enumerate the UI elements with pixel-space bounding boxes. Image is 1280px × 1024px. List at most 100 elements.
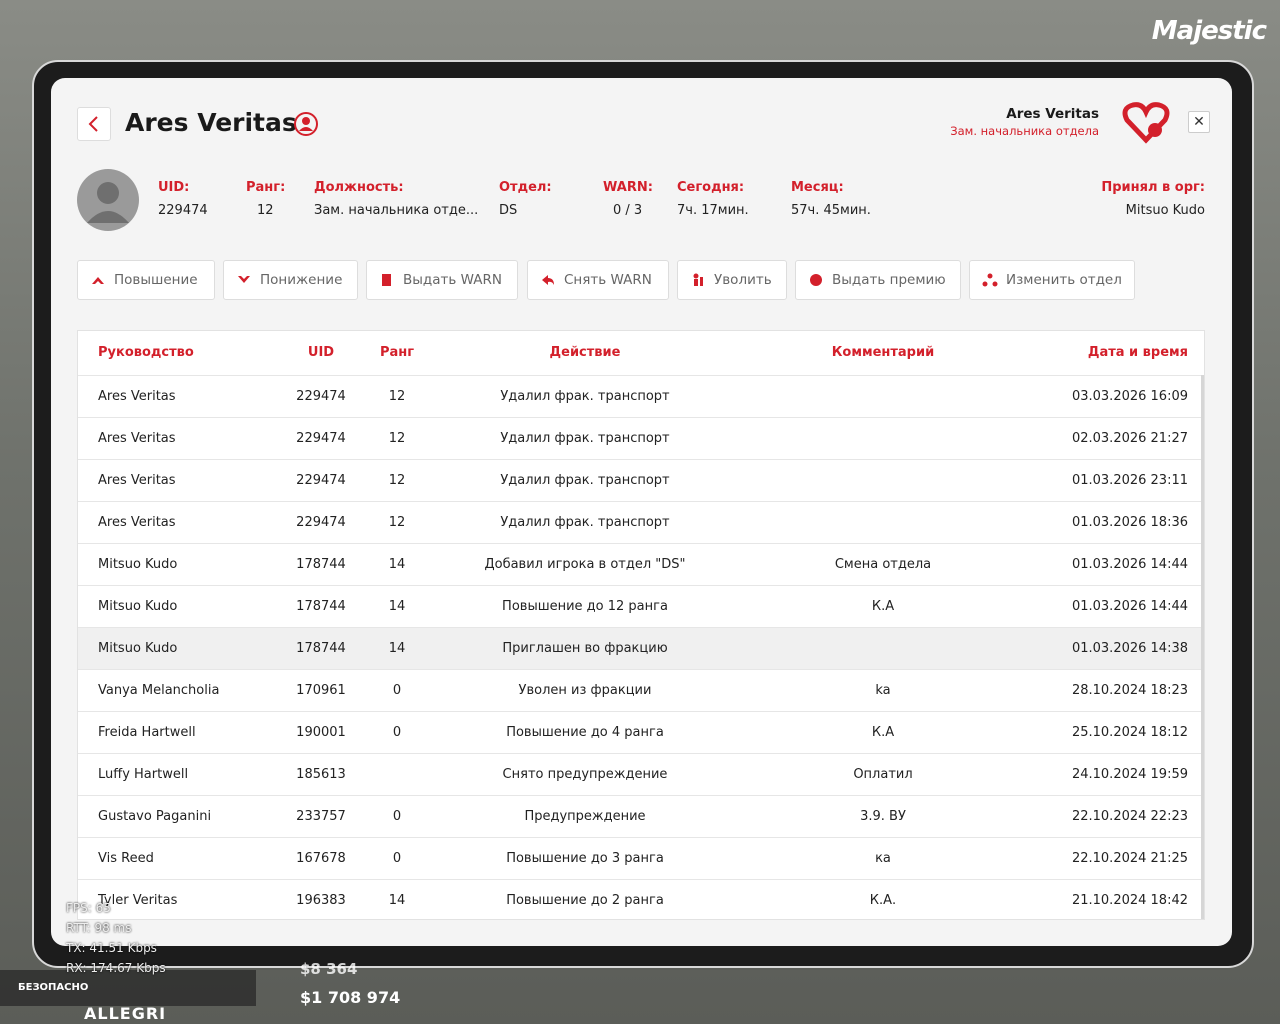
table-cell: Mitsuo Kudo: [98, 557, 178, 572]
field-value: 7ч. 17мин.: [677, 203, 749, 218]
button-icon: [810, 274, 822, 286]
user-name: Ares Veritas: [1006, 106, 1099, 122]
button-icon: [542, 275, 554, 285]
action-button[interactable]: Выдать премию: [795, 260, 961, 300]
button-icon: [382, 274, 391, 286]
field-label: Месяц:: [791, 180, 844, 195]
safe-zone: БЕЗОПАСНО: [18, 982, 89, 993]
log-table: Руководство UID Ранг Действие Комментарий Дат…: [77, 330, 1205, 920]
table-cell: Mitsuo Kudo: [98, 641, 178, 656]
column-header: Дата и время: [1087, 345, 1188, 360]
table-row[interactable]: Vanya Melancholia 170961 0 Уволен из фракци…: [78, 669, 1204, 711]
table-cell: 01.03.2026 23:11: [1071, 473, 1188, 488]
money-cash: $1 708 974: [300, 988, 401, 1007]
table-cell: 178744: [296, 599, 346, 614]
table-cell: Оплатил: [853, 767, 913, 782]
field-label: Отдел:: [499, 180, 552, 195]
table-row[interactable]: Gustavo Paganini 233757 0 Предупреждение 3.9…: [78, 795, 1204, 837]
button-label: Выдать WARN: [403, 272, 502, 288]
table-cell: ka: [875, 683, 891, 698]
column-header: Ранг: [379, 345, 415, 360]
table-cell: 24.10.2024 19:59: [1071, 767, 1188, 782]
table-cell: Ares Veritas: [98, 389, 176, 404]
table-row[interactable]: Vis Reed 167678 0 Повышение до 3 ранга ка 22.…: [78, 837, 1204, 879]
table-cell: К.А: [871, 599, 895, 614]
table-row[interactable]: Ares Veritas 229474 12 Удалил фрак. транспо…: [78, 417, 1204, 459]
table-cell: 3.9. ВУ: [860, 809, 906, 824]
table-cell: 01.03.2026 18:36: [1071, 515, 1188, 530]
field-value: DS: [499, 203, 518, 218]
table-cell: 233757: [296, 809, 346, 824]
table-cell: 229474: [296, 431, 346, 446]
table-row[interactable]: Tyler Veritas 196383 14 Повышение до 2 ранг…: [78, 879, 1204, 919]
column-header: Комментарий: [831, 345, 935, 360]
column-header: UID: [307, 345, 335, 360]
table-cell: 01.03.2026 14:44: [1071, 599, 1188, 614]
button-label: Выдать премию: [832, 272, 946, 288]
table-cell: К.А.: [869, 893, 897, 908]
table-cell: 229474: [296, 515, 346, 530]
table-row[interactable]: Freida Hartwell 190001 0 Повышение до 4 ран…: [78, 711, 1204, 753]
table-cell: Удалил фрак. транспорт: [500, 389, 670, 404]
table-cell: Freida Hartwell: [98, 725, 196, 740]
button-label: Уволить: [714, 272, 772, 288]
button-label: Изменить отдел: [1006, 272, 1122, 288]
table-cell: 14: [388, 893, 406, 908]
button-label: Снять WARN: [564, 272, 652, 288]
field-value: 0 / 3: [613, 203, 643, 218]
stat-line: TX: 41.51 Kbps: [66, 941, 157, 955]
table-cell: 0: [392, 851, 402, 866]
table-cell: Повышение до 4 ранга: [506, 725, 664, 740]
table-row[interactable]: Ares Veritas 229474 12 Удалил фрак. транспо…: [78, 501, 1204, 543]
action-button[interactable]: Изменить отдел: [969, 260, 1135, 300]
action-button[interactable]: Повышение: [77, 260, 215, 300]
action-button[interactable]: Выдать WARN: [366, 260, 518, 300]
table-cell: Удалил фрак. транспорт: [500, 473, 670, 488]
table-cell: 12: [388, 389, 406, 404]
table-cell: 167678: [296, 851, 346, 866]
table-row[interactable]: Luffy Hartwell 185613 Снято предупреждение…: [78, 753, 1204, 795]
action-button[interactable]: Уволить: [677, 260, 787, 300]
table-cell: Повышение до 12 ранга: [502, 599, 668, 614]
table-cell: 12: [388, 515, 406, 530]
table-cell: Ares Veritas: [98, 515, 176, 530]
table-cell: Повышение до 2 ранга: [506, 893, 664, 908]
table-cell: Mitsuo Kudo: [98, 599, 178, 614]
action-button[interactable]: Понижение: [223, 260, 358, 300]
close-button[interactable]: ✕: [1188, 111, 1210, 133]
field-value: Зам. начальника отде...: [314, 203, 479, 218]
button-icon: [92, 277, 104, 284]
table-row[interactable]: Ares Veritas 229474 12 Удалил фрак. транспо…: [78, 459, 1204, 501]
table-row[interactable]: Mitsuo Kudo 178744 14 Добавил игрока в отде…: [78, 543, 1204, 585]
back-button[interactable]: [77, 107, 111, 141]
table-row[interactable]: Ares Veritas 229474 12 Удалил фрак. транспо…: [78, 375, 1204, 417]
table-cell: 170961: [296, 683, 346, 698]
table-cell: Ares Veritas: [98, 431, 176, 446]
button-label: Понижение: [260, 272, 343, 288]
field-label: Должность:: [314, 180, 404, 195]
table-cell: 0: [392, 683, 402, 698]
table-cell: 0: [392, 725, 402, 740]
stat-line: RTT: 98 ms: [66, 921, 132, 935]
table-cell: Ares Veritas: [98, 473, 176, 488]
table-cell: 14: [388, 557, 406, 572]
table-cell: Смена отдела: [834, 557, 932, 572]
field-label: Ранг:: [246, 180, 286, 195]
table-cell: 196383: [296, 893, 346, 908]
money-bank: $8 364: [300, 960, 358, 978]
table-cell: 178744: [296, 557, 346, 572]
table-cell: Tyler Veritas: [98, 893, 178, 908]
table-row[interactable]: Mitsuo Kudo 178744 14 Повышение до 12 ранга…: [78, 585, 1204, 627]
button-icon: [238, 276, 250, 283]
table-row[interactable]: Mitsuo Kudo 178744 14 Приглашен во фракцию 0…: [78, 627, 1204, 669]
field-label: WARN:: [603, 180, 653, 195]
field-label: Сегодня:: [677, 180, 745, 195]
action-button[interactable]: Снять WARN: [527, 260, 669, 300]
field-label: UID:: [158, 180, 190, 195]
table-cell: 02.03.2026 21:27: [1071, 431, 1188, 446]
table-cell: К.А: [871, 725, 895, 740]
hud-bar: [0, 970, 256, 1006]
page-title: Ares Veritas: [125, 108, 297, 137]
table-cell: 12: [388, 431, 406, 446]
